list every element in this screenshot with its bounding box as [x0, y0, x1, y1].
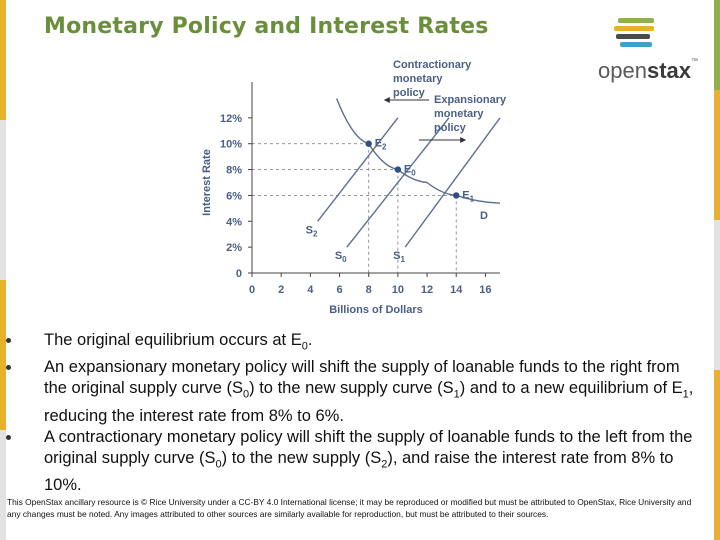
- y-tick-label: 6%: [226, 190, 242, 202]
- x-tick-label: 6: [336, 284, 342, 296]
- bullet-text: ), and raise the interest rate from 8% t…: [44, 448, 674, 494]
- equilibrium-label-e0: E0: [404, 164, 416, 178]
- annotation-line: policy: [434, 122, 467, 134]
- x-axis-label: Billions of Dollars: [329, 304, 423, 316]
- bullet-text: .: [307, 331, 313, 349]
- bullet-subscript: 0: [243, 388, 250, 401]
- openstax-wordmark: openstax™: [598, 58, 698, 83]
- curve-label-s1: S1: [393, 250, 405, 264]
- x-tick-label: 12: [421, 284, 433, 296]
- annotation-line: policy: [393, 87, 426, 99]
- annotation-line: Expansionary: [434, 94, 507, 106]
- chart-axes: [251, 82, 500, 274]
- policy-annotations: Contractionary monetary policy Expansionary…: [383, 59, 507, 143]
- annotation-line: monetary: [393, 73, 443, 85]
- bullet-text: ) to the new supply curve (S: [249, 379, 454, 398]
- bullet-dot-icon: [6, 338, 11, 343]
- x-tick-label: 14: [450, 284, 463, 296]
- equilibrium-point-e2: [365, 140, 372, 147]
- openstax-logo-icon: [614, 18, 654, 47]
- bullet-subscript: 0: [215, 457, 222, 470]
- y-tick-label: 10%: [220, 139, 242, 151]
- license-footer: This OpenStax ancillary resource is © Ri…: [7, 497, 692, 519]
- bullet-text: ) and to a new equilibrium of E: [459, 379, 683, 398]
- curve-s0: [346, 117, 450, 248]
- bullet-text: An expansionary monetary policy will shi…: [44, 358, 680, 398]
- bullet-text: , reducing the interest rate from 8% to …: [44, 379, 694, 425]
- equilibrium-points: E2 E0 E1: [365, 138, 475, 203]
- x-tick-label: 0: [249, 284, 255, 296]
- bullet-list: The original equilibrium occurs at E0. An…: [4, 330, 704, 496]
- x-tick-label: 8: [366, 284, 372, 296]
- y-tick-label: 12%: [220, 113, 242, 125]
- bullet-subscript: 1: [453, 388, 460, 401]
- bullet-item: An expansionary monetary policy will shi…: [4, 357, 704, 426]
- curve-s2: [317, 117, 399, 222]
- equilibrium-point-e0: [394, 166, 402, 173]
- x-tick-label: 16: [479, 284, 491, 296]
- bullet-subscript: 2: [381, 457, 388, 470]
- x-tick-label: 2: [278, 284, 284, 296]
- curve-label-d: D: [480, 210, 488, 222]
- bullet-subscript: 1: [682, 388, 689, 401]
- y-axis-label: Interest Rate: [201, 149, 213, 216]
- equilibrium-label-e2: E2: [375, 138, 387, 152]
- bullet-item: A contractionary monetary policy will sh…: [4, 427, 704, 496]
- annotation-line: Contractionary: [393, 59, 472, 71]
- y-tick-label: 8%: [226, 165, 242, 177]
- bullet-text: The original equilibrium occurs at E: [44, 331, 302, 349]
- bullet-text: A contractionary monetary policy will sh…: [44, 427, 693, 467]
- equilibrium-point-e1: [453, 192, 460, 199]
- bullet-text: ) to the new supply (S: [221, 448, 382, 467]
- bullet-dot-icon: [6, 365, 11, 371]
- bullet-item: The original equilibrium occurs at E0.: [4, 330, 704, 357]
- x-tick-label: 4: [307, 284, 314, 296]
- chart-ticks: 0 2 4 6 8 10 12 14 16 0 2% 4% 6% 8% 10% 12%: [220, 113, 492, 296]
- y-tick-label: 4%: [226, 216, 242, 228]
- equilibrium-guides: [252, 143, 457, 273]
- x-tick-label: 10: [392, 284, 404, 296]
- curve-s1: [404, 117, 501, 248]
- slide-title: Monetary Policy and Interest Rates: [44, 14, 489, 39]
- bullet-subscript: 0: [301, 340, 308, 353]
- curve-label-s2: S2: [306, 224, 318, 238]
- chart-curves: D S0 S1 S2: [306, 98, 501, 264]
- y-tick-label: 0: [236, 268, 242, 280]
- annotation-line: monetary: [434, 108, 484, 120]
- equilibrium-label-e1: E1: [462, 189, 474, 203]
- curve-label-s0: S0: [335, 250, 347, 264]
- bullet-dot-icon: [6, 434, 11, 440]
- y-tick-label: 2%: [226, 242, 242, 254]
